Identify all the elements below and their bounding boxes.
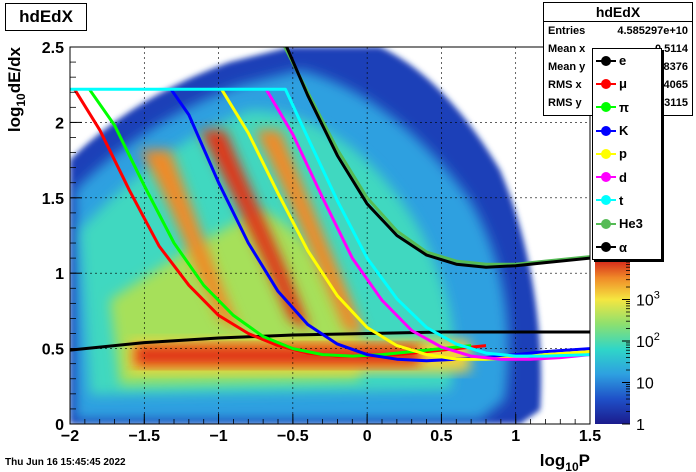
x-tick-label: −2 [61, 428, 79, 445]
x-tick-label: −0.5 [277, 428, 309, 445]
legend-label: μ [619, 76, 627, 92]
histogram-title: hdEdX [5, 3, 87, 31]
stats-value: 0.4065 [654, 79, 688, 91]
stats-value: 4.585297e+10 [617, 25, 688, 37]
z-tick-label: 1 [636, 417, 645, 434]
legend-swatch [596, 78, 616, 89]
legend-item: e [593, 49, 661, 72]
stats-row: Entries 4.585297e+10 [544, 22, 692, 40]
density-heatmap [70, 47, 541, 424]
legend-label: t [619, 192, 624, 208]
y-tick-label: 1.5 [42, 191, 64, 208]
y-tick-label: 1 [55, 266, 64, 283]
z-tick-label: 103 [636, 290, 660, 310]
legend-swatch [596, 195, 616, 206]
x-tick-label: −1.5 [128, 428, 160, 445]
density-region [135, 345, 420, 366]
z-tick-label: 10 [636, 376, 654, 393]
x-tick-label: −1 [209, 428, 227, 445]
legend-item: K [593, 119, 661, 142]
y-axis-label: log10dE/dx [5, 46, 28, 132]
legend-swatch [596, 218, 616, 229]
legend-item: t [593, 189, 661, 212]
density-region [255, 130, 365, 335]
z-tick-label: 102 [636, 331, 660, 351]
curve-π [88, 88, 472, 358]
legend-item: π [593, 96, 661, 119]
legend-label: α [619, 239, 627, 255]
curve-t [70, 87, 590, 358]
timestamp: Thu Jun 16 15:45:45 2022 [5, 457, 126, 468]
stats-value: 0.3115 [654, 97, 688, 109]
color-scale: 1 10 102 103 [595, 258, 660, 434]
legend-swatch [596, 148, 616, 159]
stats-label: Mean y [548, 61, 586, 73]
y-tick-label: 0 [55, 417, 64, 434]
y-tick-label: 0.5 [42, 342, 64, 359]
legend-item: He3 [593, 212, 661, 235]
stats-title: hdEdX [544, 3, 692, 22]
legend-item: α [593, 235, 661, 258]
stats-label: RMS x [548, 79, 582, 91]
legend-label: He3 [619, 216, 643, 232]
x-tick-label: 0 [363, 428, 372, 445]
legend-item: p [593, 142, 661, 165]
legend-swatch [596, 125, 616, 136]
legend-swatch [596, 102, 616, 113]
legend-label: K [619, 123, 629, 139]
stats-label: RMS y [548, 97, 582, 109]
legend-label: d [619, 169, 627, 185]
legend-swatch [596, 242, 616, 253]
legend-swatch [596, 55, 616, 66]
legend-swatch [596, 172, 616, 183]
stats-value: 0.8376 [654, 61, 688, 73]
band-curves [70, 47, 590, 363]
density-region [140, 150, 240, 330]
stats-row: RMS x 0.4065 [544, 76, 692, 94]
curve-α [285, 47, 590, 269]
legend-item: μ [593, 72, 661, 95]
stats-label: Mean x [548, 43, 586, 55]
legend-item: d [593, 165, 661, 188]
x-tick-label: 1.5 [579, 428, 601, 445]
x-tick-label: 1 [511, 428, 520, 445]
stats-row: Mean y 0.8376 [544, 58, 692, 76]
density-region [200, 130, 310, 330]
legend-label: p [619, 146, 627, 162]
y-tick-label: 2.5 [42, 40, 64, 57]
stats-label: Entries [548, 25, 586, 37]
curve-e [70, 330, 590, 352]
legend-label: π [619, 99, 629, 115]
legend-label: e [619, 53, 627, 69]
stats-row: RMS y 0.3115 [544, 94, 692, 112]
x-axis-label: log10P [540, 451, 590, 472]
plot-frame [69, 46, 591, 425]
y-tick-label: 2 [55, 115, 64, 132]
x-tick-label: 0.5 [430, 428, 452, 445]
axes: −2 −1.5 −1 −0.5 0 0.5 1 1.5 0 0.5 1 1.5 2 2.5 log10P lo… [5, 40, 601, 472]
curve-d [264, 88, 590, 361]
